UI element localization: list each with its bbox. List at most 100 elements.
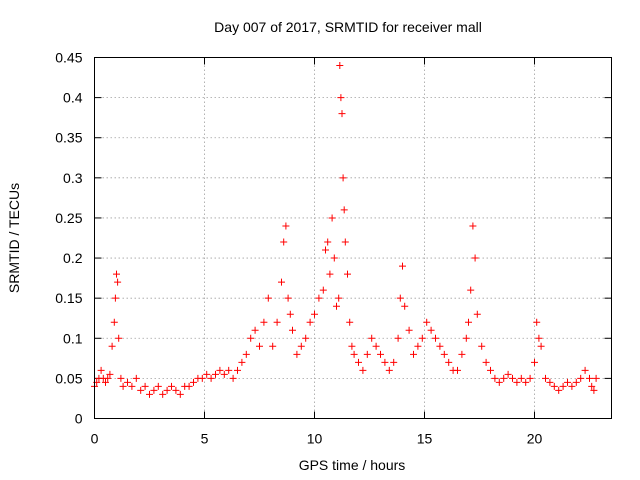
data-point xyxy=(546,378,554,386)
data-point xyxy=(102,378,109,386)
data-point xyxy=(111,294,119,302)
data-point xyxy=(427,326,435,334)
data-point xyxy=(381,358,389,366)
data-point xyxy=(405,326,413,334)
data-point xyxy=(340,206,348,214)
data-point xyxy=(341,238,349,246)
data-point xyxy=(513,378,521,386)
data-point xyxy=(336,62,344,70)
data-point xyxy=(324,238,332,246)
data-point xyxy=(522,378,530,386)
grid-lines xyxy=(94,57,612,419)
data-point xyxy=(282,222,290,230)
data-point xyxy=(172,386,180,394)
data-point xyxy=(168,382,175,390)
x-tick-label: 5 xyxy=(201,431,209,447)
data-point xyxy=(207,374,215,382)
data-point xyxy=(555,386,563,394)
data-point xyxy=(330,254,338,262)
data-point xyxy=(482,358,490,366)
data-point xyxy=(586,374,593,382)
data-point xyxy=(526,374,534,382)
data-point xyxy=(533,318,541,326)
data-point xyxy=(495,378,503,386)
data-point xyxy=(289,326,296,334)
data-point xyxy=(247,334,255,342)
data-point xyxy=(269,342,277,350)
data-point xyxy=(467,286,475,294)
data-point xyxy=(344,270,351,278)
data-point xyxy=(390,358,398,366)
data-point xyxy=(319,286,327,294)
data-point xyxy=(372,342,380,350)
data-point xyxy=(108,342,116,350)
data-point xyxy=(128,382,136,390)
data-point xyxy=(339,174,347,182)
data-point xyxy=(225,366,233,374)
data-point xyxy=(333,302,340,310)
data-point xyxy=(588,382,596,390)
chart-title: Day 007 of 2017, SRMTID for receiver mal… xyxy=(214,19,482,35)
x-tick-label: 0 xyxy=(91,431,99,447)
data-point xyxy=(114,278,122,286)
data-point xyxy=(572,378,580,386)
data-point xyxy=(550,382,558,390)
data-point xyxy=(592,374,600,382)
data-point xyxy=(418,334,426,342)
data-point xyxy=(335,294,343,302)
data-point xyxy=(251,326,259,334)
data-point xyxy=(581,366,589,374)
data-point xyxy=(278,278,285,286)
data-point xyxy=(150,386,158,394)
y-tick-label: 0.45 xyxy=(55,50,82,66)
data-point xyxy=(487,366,494,374)
data-point xyxy=(363,350,371,358)
data-point xyxy=(286,310,294,318)
data-point xyxy=(399,262,406,270)
data-point xyxy=(432,334,439,342)
y-tick-label: 0.25 xyxy=(55,210,82,226)
data-point xyxy=(469,222,477,230)
data-point xyxy=(537,342,545,350)
y-axis-label: SRMTID / TECUs xyxy=(6,183,22,293)
data-point xyxy=(445,358,453,366)
data-point xyxy=(517,374,525,382)
x-tick-label: 20 xyxy=(527,431,543,447)
y-tick-label: 0.1 xyxy=(63,330,83,346)
data-point xyxy=(117,374,125,382)
data-point xyxy=(260,318,268,326)
y-tick-label: 0.15 xyxy=(55,290,82,306)
data-point xyxy=(273,318,281,326)
data-point xyxy=(346,318,354,326)
data-point xyxy=(220,370,228,378)
data-point xyxy=(568,382,576,390)
data-point xyxy=(359,366,367,374)
data-point xyxy=(159,390,167,398)
data-point xyxy=(509,374,516,382)
data-point xyxy=(491,374,499,382)
data-point xyxy=(396,294,404,302)
data-point xyxy=(124,378,131,386)
data-point xyxy=(410,350,417,358)
data-point xyxy=(229,374,237,382)
data-point xyxy=(306,318,314,326)
data-point xyxy=(500,374,508,382)
data-point xyxy=(559,382,567,390)
data-point xyxy=(564,378,571,386)
data-point xyxy=(113,270,120,278)
data-point xyxy=(234,366,241,374)
data-point xyxy=(280,238,288,246)
data-point xyxy=(293,350,301,358)
data-point xyxy=(535,334,543,342)
data-point xyxy=(104,374,112,382)
data-point xyxy=(311,310,318,318)
data-point xyxy=(264,294,272,302)
data-point xyxy=(326,270,334,278)
plot-frame xyxy=(94,57,612,419)
data-point xyxy=(473,310,481,318)
y-tick-label: 0.4 xyxy=(63,90,83,106)
y-tick-label: 0.35 xyxy=(55,130,82,146)
data-point xyxy=(368,334,376,342)
data-point xyxy=(348,342,356,350)
